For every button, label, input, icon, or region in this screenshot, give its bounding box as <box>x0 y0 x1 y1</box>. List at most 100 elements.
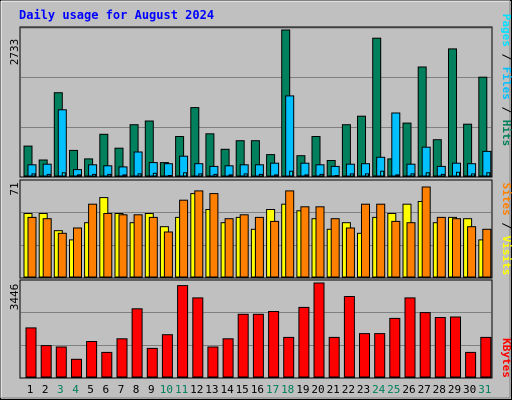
files-bar <box>57 109 67 177</box>
sites-bar <box>239 214 249 278</box>
day-label: 5 <box>87 383 94 396</box>
sites-bar <box>209 193 219 278</box>
hits-bar <box>448 48 457 177</box>
day-label: 1 <box>27 383 34 396</box>
sites-bar <box>421 186 431 278</box>
files-bar <box>300 162 310 177</box>
sites-bar <box>224 218 234 278</box>
pages-bar <box>425 172 430 177</box>
kbytes-bar <box>252 313 264 378</box>
sites-bar <box>361 203 370 278</box>
kbytes-bar <box>177 285 189 378</box>
legend-pages: Pages <box>500 14 512 47</box>
kbytes-bar <box>298 306 310 378</box>
files-bar <box>133 151 143 177</box>
pages-bar <box>213 173 218 177</box>
pages-bar <box>274 174 279 177</box>
files-bar <box>270 162 280 177</box>
sites-bar <box>103 213 113 278</box>
pages-bar <box>183 172 188 177</box>
sites-bar <box>179 199 189 278</box>
sites-bar <box>467 226 477 278</box>
day-label: 18 <box>281 383 294 396</box>
day-label: 15 <box>236 383 249 396</box>
x-axis-day-labels: 1 2 3 4 5 6 7 8 9 10 11 12 13 14 15 16 17 18 19 20 21 22 23 24 2… <box>27 383 492 396</box>
day-label: 3 <box>57 383 64 396</box>
day-label: 11 <box>175 383 188 396</box>
day-label: 17 <box>266 383 279 396</box>
kbytes-bar <box>359 333 370 378</box>
kbytes-bar <box>328 336 340 378</box>
kbytes-bar <box>146 347 158 378</box>
kbytes-bar <box>465 351 477 378</box>
day-label: 9 <box>148 383 155 396</box>
day-label: 31 <box>478 383 491 396</box>
sites-bar <box>42 218 52 278</box>
kbytes-bar <box>434 317 446 378</box>
day-label: 27 <box>418 383 431 396</box>
kbytes-bar <box>86 341 98 378</box>
pages-bar <box>46 173 51 177</box>
pages-bar <box>471 173 476 177</box>
kbytes-bar <box>450 316 461 378</box>
sites-bar <box>300 206 310 278</box>
pages-bar <box>349 173 354 177</box>
sites-bar <box>148 216 158 278</box>
pages-bar <box>61 172 66 177</box>
chart-bars <box>23 29 492 378</box>
pages-bar <box>319 173 324 177</box>
day-label: 16 <box>251 383 264 396</box>
pages-bar <box>122 174 127 177</box>
pages-bar <box>92 173 97 177</box>
legend-kbytes: KBytes <box>500 338 512 378</box>
kbytes-bar <box>55 346 67 378</box>
day-label: 28 <box>433 383 446 396</box>
kbytes-bar <box>343 296 355 378</box>
day-label: 24 <box>372 383 386 396</box>
day-label: 8 <box>133 383 140 396</box>
sites-bar <box>376 203 386 278</box>
pages-bar <box>486 172 491 177</box>
kbytes-bar <box>237 313 249 378</box>
pages-bar <box>410 173 415 177</box>
sites-bar <box>391 220 401 278</box>
legend-hits-files-pages: Pages / Files / Hits <box>500 14 512 147</box>
pages-bar <box>440 173 445 177</box>
files-bar <box>421 146 431 177</box>
sites-bar <box>330 218 340 278</box>
kbytes-bar <box>192 297 204 378</box>
legend-files: Files <box>500 67 512 100</box>
pages-bar <box>258 173 263 177</box>
files-bar <box>285 95 295 177</box>
day-label: 26 <box>402 383 415 396</box>
day-label: 22 <box>342 383 355 396</box>
day-label: 25 <box>387 383 400 396</box>
kbytes-bar <box>283 336 295 378</box>
pages-bar <box>380 170 385 177</box>
kbytes-bar <box>25 327 37 378</box>
pages-bar <box>334 175 339 177</box>
pages-bar <box>167 175 172 177</box>
pages-bar <box>289 170 294 177</box>
sites-bar <box>88 203 98 278</box>
pages-bar <box>365 173 369 177</box>
pages-bar <box>152 172 157 177</box>
sites-bar <box>73 227 82 278</box>
kbytes-bar <box>131 308 143 378</box>
sites-bar <box>285 190 295 278</box>
legend-sep-2: / <box>500 100 512 120</box>
pages-bar <box>304 174 309 177</box>
visits-ymax-label: 71 <box>8 182 21 195</box>
sites-bar <box>118 214 128 278</box>
day-label: 4 <box>72 383 79 396</box>
kbytes-bar <box>480 336 492 378</box>
sites-bar <box>194 190 204 278</box>
sites-bar <box>406 222 416 278</box>
day-label: 21 <box>327 383 340 396</box>
sites-bar <box>254 216 264 278</box>
pages-bar <box>395 174 400 177</box>
legend-sep-1: / <box>500 47 512 67</box>
legend-hits: Hits <box>500 120 512 147</box>
kbytes-bar <box>222 338 234 378</box>
pages-bar <box>198 173 203 177</box>
